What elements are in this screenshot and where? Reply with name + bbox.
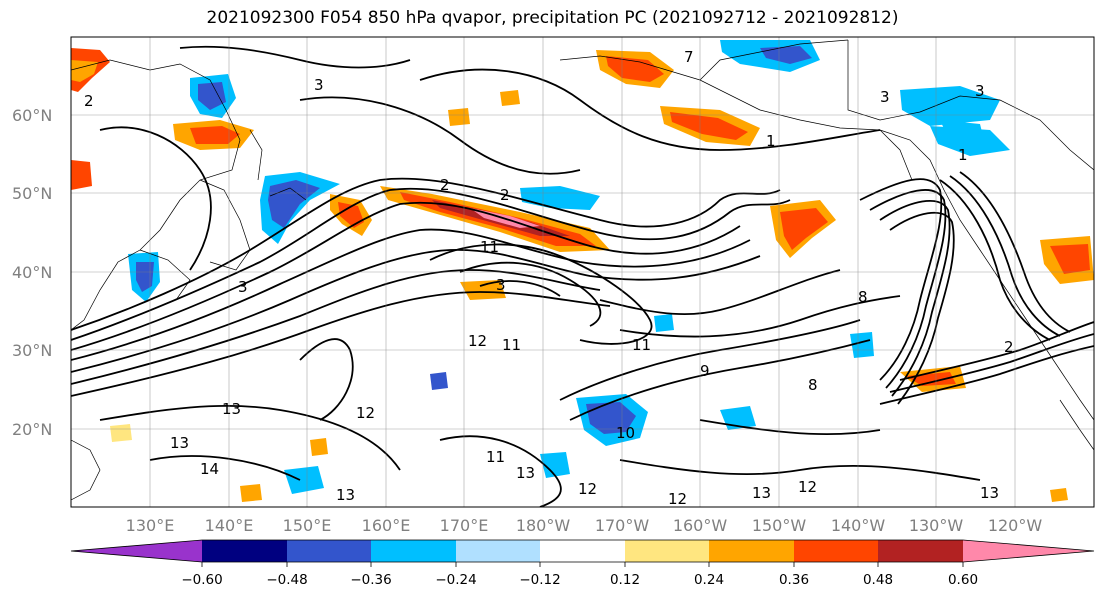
contour-label: 2 bbox=[500, 186, 510, 204]
colorbar-tick-label: 0.60 bbox=[948, 572, 978, 588]
contour-label: 8 bbox=[858, 288, 868, 306]
colorbar-tick-label: −0.60 bbox=[181, 572, 222, 588]
lat-label-40n: 40°N bbox=[12, 263, 52, 282]
contour-label: 3 bbox=[238, 278, 248, 296]
contour-label: 12 bbox=[668, 490, 687, 508]
lat-label-60n: 60°N bbox=[12, 106, 52, 125]
contour-label: 11 bbox=[480, 238, 499, 256]
contour-labels: 2 3 7 3 1 3 2 2 11 3 3 12 11 11 13 12 14… bbox=[84, 48, 1014, 508]
contour-label: 10 bbox=[616, 424, 635, 442]
qvapor-contours bbox=[71, 45, 1094, 507]
contour-label: 12 bbox=[578, 480, 597, 498]
colorbar-segment bbox=[709, 540, 794, 562]
colorbar-segment bbox=[794, 540, 878, 562]
contour-label: 13 bbox=[516, 464, 535, 482]
lat-label-50n: 50°N bbox=[12, 184, 52, 203]
lon-label: 140°W bbox=[831, 516, 886, 535]
colorbar-tick-label: 0.24 bbox=[694, 572, 724, 588]
lon-label: 150°W bbox=[752, 516, 807, 535]
contour-label: 13 bbox=[980, 484, 999, 502]
colorbar-tick-label: −0.24 bbox=[435, 572, 476, 588]
contour-label: 11 bbox=[502, 336, 521, 354]
lon-label: 130°W bbox=[909, 516, 964, 535]
figure-title: 2021092300 F054 850 hPa qvapor, precipit… bbox=[206, 8, 899, 28]
lon-label: 160°E bbox=[362, 516, 411, 535]
colorbar: −0.60 −0.48 −0.36 −0.24 −0.12 0.12 0.24 … bbox=[70, 539, 1095, 588]
lon-label: 130°E bbox=[126, 516, 175, 535]
contour-label: 11 bbox=[486, 448, 505, 466]
contour-label: 3 bbox=[496, 276, 506, 294]
colorbar-segment bbox=[878, 540, 963, 562]
longitude-labels: 130°E 140°E 150°E 160°E 170°E 180°W 170°… bbox=[126, 516, 1043, 535]
colorbar-segment bbox=[371, 540, 456, 562]
colorbar-segment bbox=[202, 540, 287, 562]
lon-label: 170°E bbox=[440, 516, 489, 535]
colorbar-segment bbox=[625, 540, 709, 562]
colorbar-tick-label: −0.12 bbox=[519, 572, 560, 588]
contour-label: 1 bbox=[766, 132, 776, 150]
contour-label: 1 bbox=[958, 146, 968, 164]
colorbar-segment bbox=[287, 540, 371, 562]
contour-label: 11 bbox=[632, 336, 651, 354]
contour-label: 3 bbox=[314, 76, 324, 94]
contour-label: 8 bbox=[808, 376, 818, 394]
lat-label-30n: 30°N bbox=[12, 341, 52, 360]
lat-label-20n: 20°N bbox=[12, 420, 52, 439]
colorbar-tick-label: 0.36 bbox=[779, 572, 809, 588]
latitude-labels: 60°N 50°N 40°N 30°N 20°N bbox=[12, 106, 52, 439]
colorbar-segment bbox=[540, 540, 625, 562]
colorbar-extend-low bbox=[71, 540, 202, 562]
contour-label: 2 bbox=[440, 176, 450, 194]
map-frame bbox=[70, 36, 1095, 508]
contour-label: 14 bbox=[200, 460, 219, 478]
contour-label: 7 bbox=[684, 48, 694, 66]
lon-label: 150°E bbox=[283, 516, 332, 535]
lon-label: 180°W bbox=[516, 516, 571, 535]
lon-label: 170°W bbox=[595, 516, 650, 535]
gridlines bbox=[71, 37, 1094, 507]
colorbar-segment bbox=[456, 540, 540, 562]
colorbar-extend-high bbox=[963, 540, 1094, 562]
contour-label: 12 bbox=[468, 332, 487, 350]
contour-label: 3 bbox=[880, 88, 890, 106]
colorbar-tick-label: −0.48 bbox=[266, 572, 307, 588]
contour-label: 13 bbox=[170, 434, 189, 452]
contour-label: 12 bbox=[798, 478, 817, 496]
contour-label: 2 bbox=[84, 92, 94, 110]
colorbar-tick-label: 0.12 bbox=[610, 572, 640, 588]
lon-label: 160°W bbox=[673, 516, 728, 535]
contour-label: 9 bbox=[700, 362, 710, 380]
contour-label: 3 bbox=[975, 82, 985, 100]
contour-label: 13 bbox=[336, 486, 355, 504]
colorbar-tick-label: −0.36 bbox=[350, 572, 391, 588]
contour-label: 12 bbox=[356, 404, 375, 422]
contour-label: 2 bbox=[1004, 338, 1014, 356]
contour-label: 13 bbox=[752, 484, 771, 502]
colorbar-tick-label: 0.48 bbox=[863, 572, 893, 588]
lon-label: 140°E bbox=[205, 516, 254, 535]
lon-label: 120°W bbox=[988, 516, 1043, 535]
contour-label: 13 bbox=[222, 400, 241, 418]
